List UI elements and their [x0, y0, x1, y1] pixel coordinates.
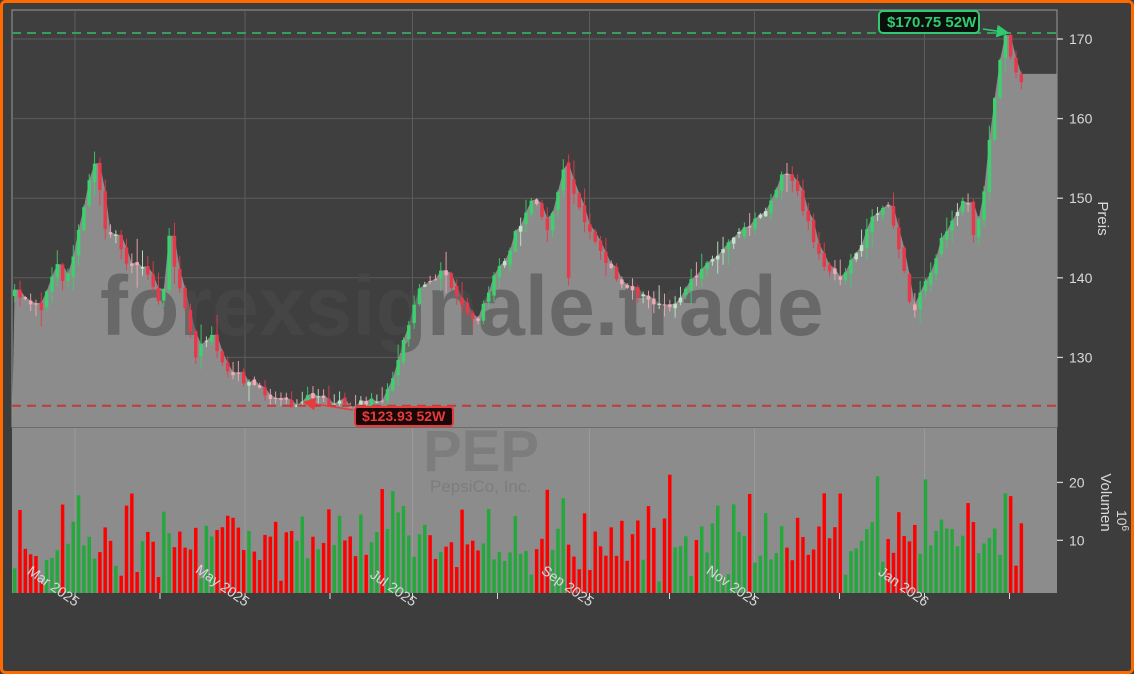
- svg-text:PEP: PEP: [423, 419, 539, 484]
- svg-text:10: 10: [1069, 532, 1085, 548]
- svg-text:160: 160: [1069, 111, 1093, 127]
- svg-text:$170.75 52W: $170.75 52W: [887, 14, 977, 31]
- svg-text:170: 170: [1069, 31, 1093, 47]
- svg-text:140: 140: [1069, 270, 1093, 286]
- svg-text:PepsiCo, Inc.: PepsiCo, Inc.: [430, 477, 531, 496]
- svg-text:150: 150: [1069, 190, 1093, 206]
- svg-text:130: 130: [1069, 349, 1093, 365]
- svg-text:20: 20: [1069, 474, 1085, 490]
- svg-text:Preis: Preis: [1094, 201, 1111, 235]
- svg-text:Volumen: Volumen: [1097, 473, 1114, 531]
- svg-text:$123.93 52W: $123.93 52W: [362, 408, 446, 424]
